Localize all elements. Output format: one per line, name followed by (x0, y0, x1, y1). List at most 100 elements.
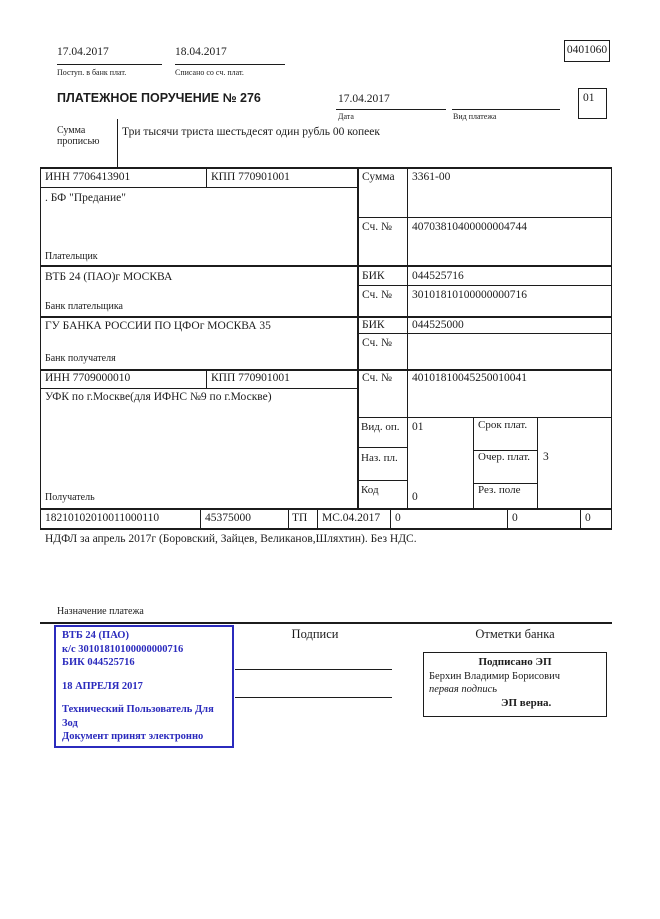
payment-kind-label: Вид платежа (453, 112, 497, 121)
signature-line-1 (235, 669, 392, 670)
received-in-bank-date: 17.04.2017 (57, 46, 109, 58)
payee-bank-account-label: Сч. № (362, 337, 393, 349)
esignature-signer: Берхин Владимир Борисович (429, 670, 560, 682)
esignature-kind: первая подпись (429, 684, 498, 695)
payee-section-label: Получатель (45, 492, 95, 503)
inn-kpp-row-border (40, 187, 357, 188)
sum-row-border (357, 217, 612, 218)
stamp-user: Технический Пользователь Для Зод (62, 704, 214, 729)
subtable-top-border (357, 417, 612, 418)
tax-basis: ТП (292, 512, 308, 524)
written-off-label: Списано со сч. плат. (175, 68, 244, 77)
payer-bank-bik-row-border (357, 285, 612, 286)
payer-bank-bik-label: БИК (362, 270, 385, 282)
due-date-cell-border (473, 450, 538, 451)
amount-label-divider (117, 119, 118, 167)
payee-bank-section-border (40, 369, 612, 371)
payer-bank-section-border (40, 316, 612, 318)
code-label: Код (361, 484, 379, 496)
payment-status-box: 01 (578, 88, 607, 119)
payee-inn: ИНН 7709000010 (45, 372, 131, 384)
payer-bank-section-label: Банк плательщика (45, 301, 123, 312)
payee-bank-name: ГУ БАНКА РОССИИ ПО ЦФОг МОСКВА 35 (45, 320, 271, 332)
payee-bank-section-label: Банк получателя (45, 353, 116, 364)
bank-marks-label: Отметки банка (475, 627, 555, 641)
esignature-title: Подписано ЭП (478, 656, 552, 668)
payer-inn-kpp-divider (206, 167, 207, 187)
stamp-note: Документ принят электронно (62, 731, 204, 742)
op-kind-cell-border (357, 447, 408, 448)
priority-value: 3 (543, 451, 549, 463)
payer-kpp: КПП 770901001 (211, 171, 290, 183)
received-in-bank-label: Поступ. в банк плат. (57, 68, 127, 77)
payment-kind-underline (452, 109, 560, 110)
written-off-date: 18.04.2017 (175, 46, 227, 58)
payment-purpose-label: Наз. пл. (361, 452, 398, 464)
table-left-border (40, 167, 41, 529)
payee-section-border (40, 508, 612, 510)
payee-inn-kpp-row-border (40, 388, 357, 389)
subtable-divider-1 (473, 417, 474, 508)
label-value-divider (407, 167, 408, 508)
sum-value: 3361-00 (412, 171, 451, 183)
payee-account-label: Сч. № (362, 372, 393, 384)
code-value: 0 (412, 491, 418, 503)
document-date: 17.04.2017 (338, 93, 390, 105)
payer-bank-bik-value: 044525716 (412, 270, 464, 282)
payer-account-label: Сч. № (362, 221, 393, 233)
tax-type: 0 (585, 512, 591, 524)
document-title: ПЛАТЕЖНОЕ ПОРУЧЕНИЕ № 276 (57, 91, 261, 105)
tax-kbk: 18210102010011000110 (45, 512, 160, 524)
payee-bank-bik-value: 044525000 (412, 319, 464, 331)
stamp-date: 18 АПРЕЛЯ 2017 (62, 680, 143, 692)
subtable-divider-2 (537, 417, 538, 508)
due-date-label: Срок плат. (478, 419, 528, 431)
received-date-underline (57, 64, 162, 65)
payer-bank-name: ВТБ 24 (ПАО)г МОСКВА (45, 271, 173, 283)
stamp-bank-name: ВТБ 24 (ПАО) (62, 630, 129, 641)
sum-label: Сумма (362, 171, 395, 183)
payee-bank-bik-label: БИК (362, 319, 385, 331)
purpose-section-border (40, 622, 612, 624)
tax-divider-5 (507, 508, 508, 529)
table-main-divider (357, 167, 359, 508)
date-underline (336, 109, 446, 110)
table-top-border (40, 167, 612, 169)
form-code: 0401060 (566, 44, 608, 56)
payer-section-border (40, 265, 612, 267)
tax-date: 0 (512, 512, 518, 524)
esignature-verified: ЭП верна. (501, 696, 552, 709)
priority-label: Очер. плат. (478, 451, 531, 463)
payee-kpp: КПП 770901001 (211, 372, 290, 384)
written-off-date-underline (175, 64, 285, 65)
form-code-box: 0401060 (564, 40, 610, 62)
payer-name: . БФ "Предание" (45, 192, 126, 204)
esignature-box: Подписано ЭП Берхин Владимир Борисович п… (423, 652, 607, 717)
date-label: Дата (338, 112, 354, 121)
table-right-border (611, 167, 612, 529)
payee-name: УФК по г.Москве(для ИФНС №9 по г.Москве) (45, 391, 272, 403)
payment-status-code: 01 (583, 92, 595, 104)
payee-inn-kpp-divider (206, 369, 207, 388)
tax-divider-1 (200, 508, 201, 529)
op-kind-label: Вид. оп. (361, 421, 400, 433)
tax-period: МС.04.2017 (322, 512, 381, 524)
purpose-text: НДФЛ за апрель 2017г (Боровский, Зайцев,… (45, 533, 417, 545)
payer-bank-account-label: Сч. № (362, 289, 393, 301)
payee-account-value: 40101810045250010041 (412, 372, 527, 384)
priority-cell-border (473, 483, 538, 484)
amount-in-words-label: Сумма прописью (57, 125, 100, 148)
payer-inn: ИНН 7706413901 (45, 171, 131, 183)
bank-stamp: ВТБ 24 (ПАО) к/с 30101810100000000716 БИ… (54, 625, 234, 748)
tax-divider-3 (317, 508, 318, 529)
signature-line-2 (235, 697, 392, 698)
amount-in-words-text: Три тысячи триста шестьдесят один рубль … (122, 126, 380, 138)
tax-number: 0 (395, 512, 401, 524)
tax-divider-2 (288, 508, 289, 529)
op-kind-value: 01 (412, 421, 424, 433)
reserve-field-label: Рез. поле (478, 484, 521, 496)
tax-row-bottom-border (40, 528, 612, 530)
signatures-label: Подписи (291, 627, 339, 641)
payer-account-value: 40703810400000004744 (412, 221, 527, 233)
